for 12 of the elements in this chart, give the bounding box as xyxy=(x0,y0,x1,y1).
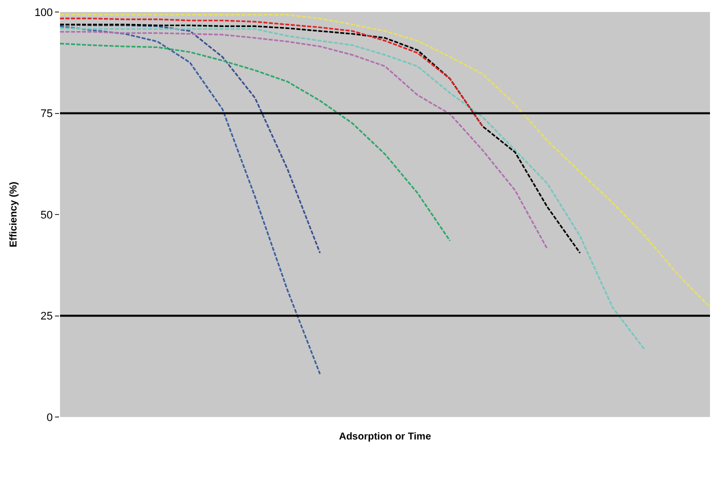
y-tick-label: 25 xyxy=(40,310,53,323)
line-series xyxy=(60,14,710,308)
line-series xyxy=(60,42,451,242)
line-series xyxy=(60,27,646,351)
line-series xyxy=(60,25,321,375)
y-tick-label: 50 xyxy=(40,209,53,222)
x-axis-title: Adsorption or Time xyxy=(338,432,432,442)
y-tick-label: 100 xyxy=(34,6,53,19)
y-tick-label: 75 xyxy=(40,108,53,120)
y-tick-label: 0 xyxy=(46,412,53,424)
y-axis-title: Efficiency (%) xyxy=(8,182,20,248)
line-series xyxy=(60,18,484,128)
